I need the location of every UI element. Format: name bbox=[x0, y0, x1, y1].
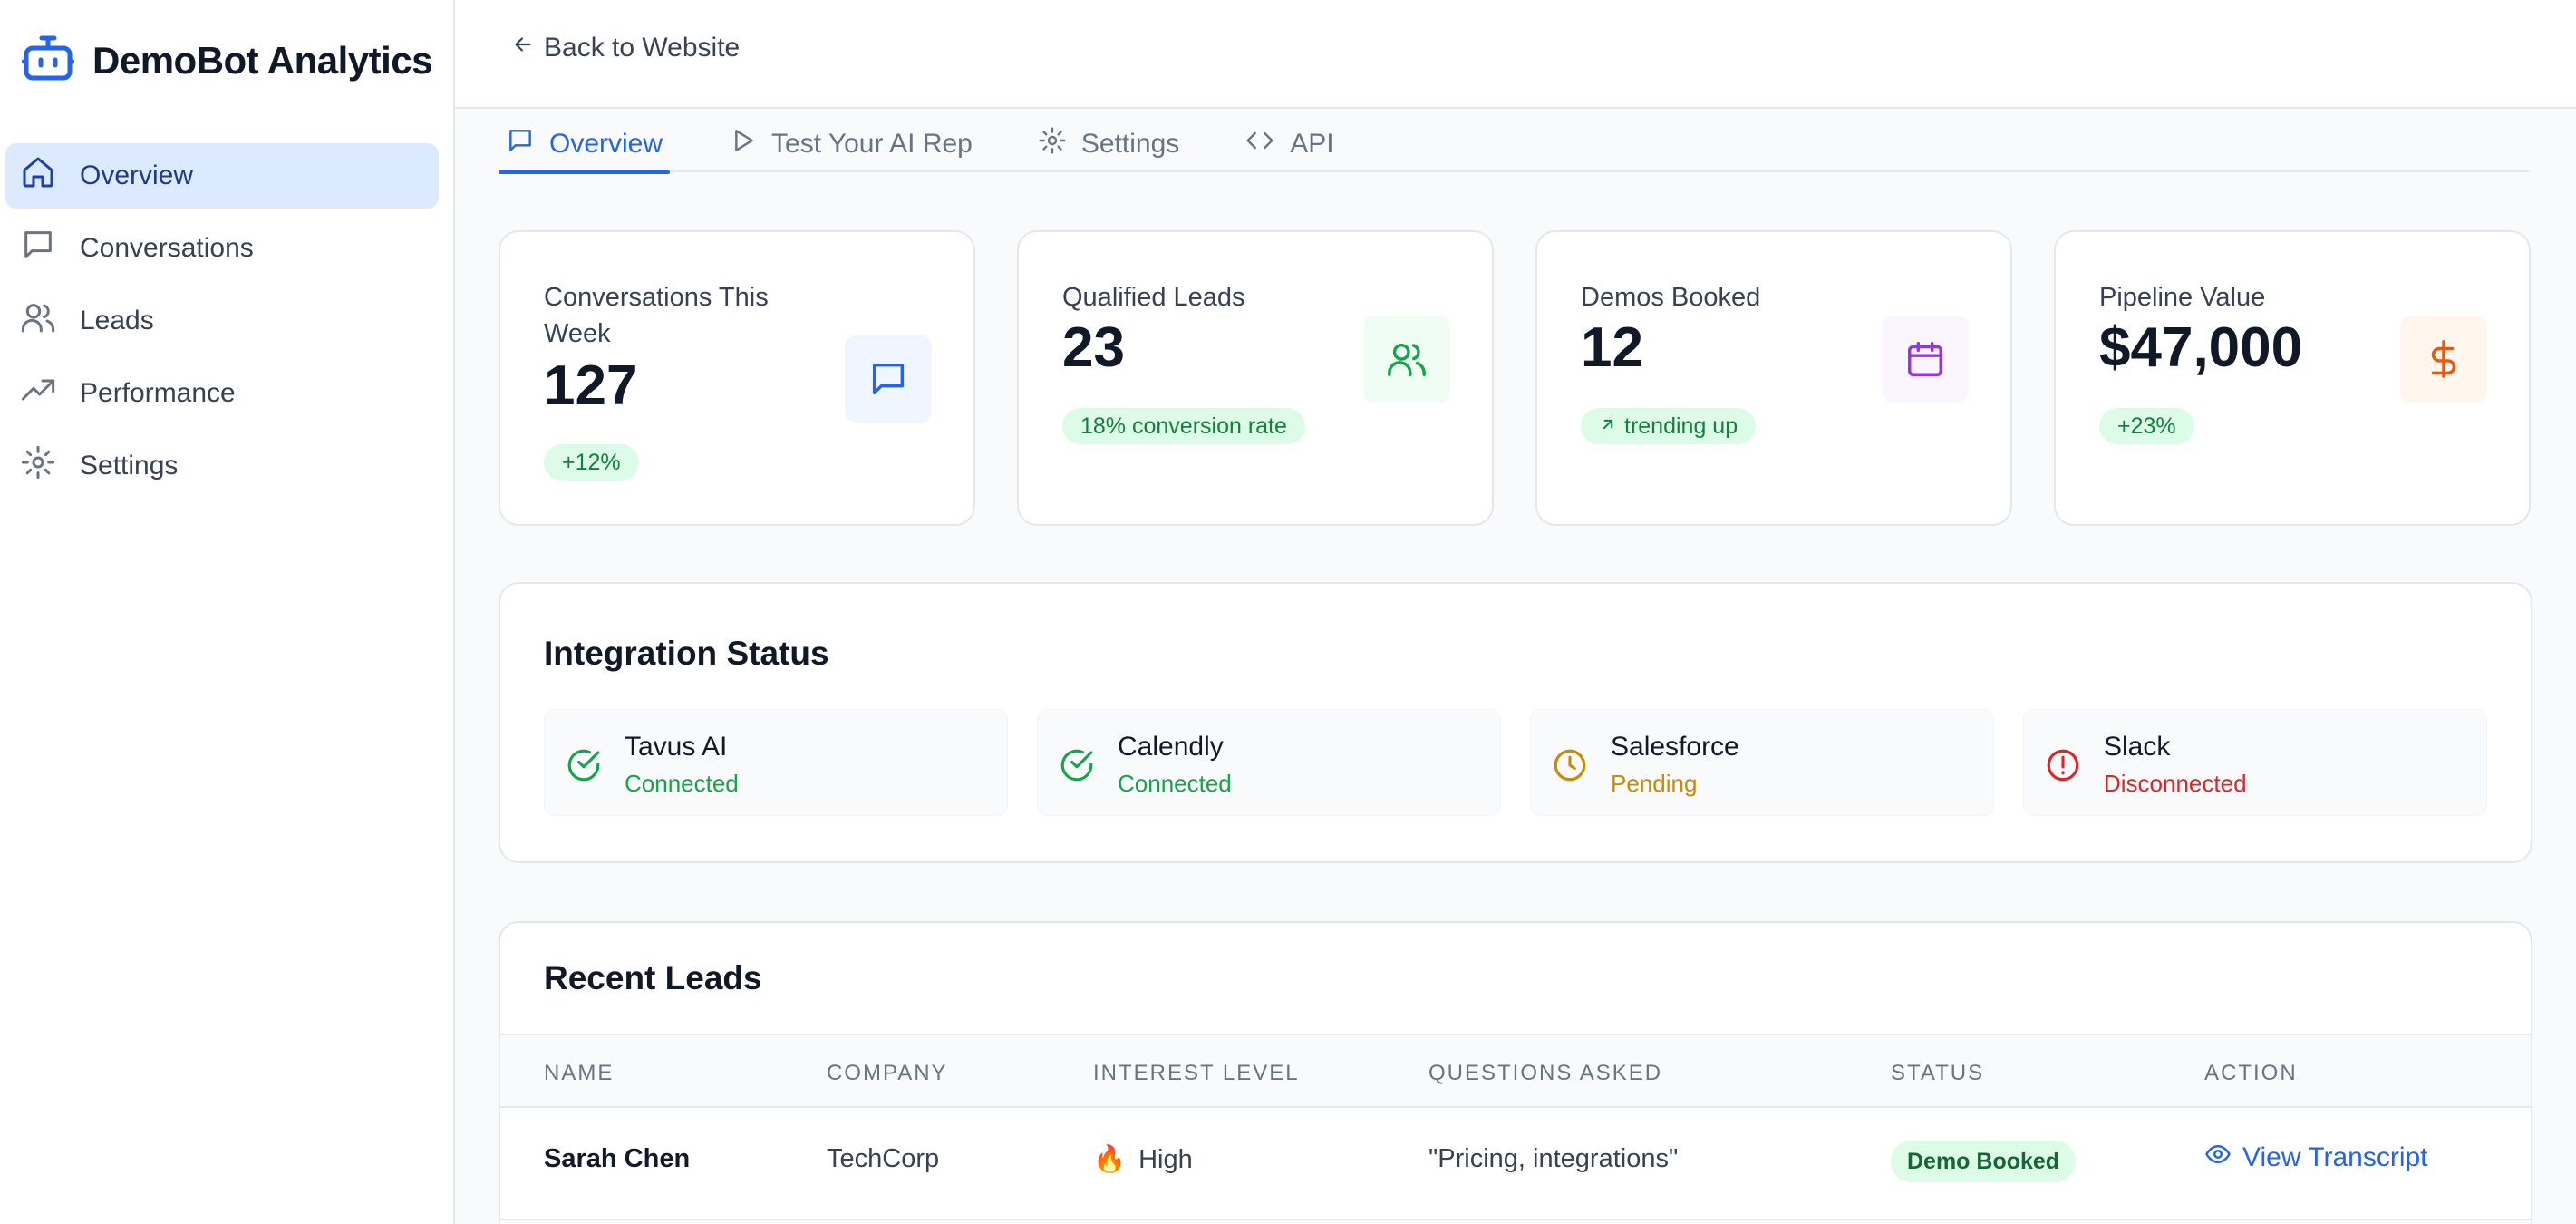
sidebar: DemoBot Analytics Overview Conversations… bbox=[0, 0, 455, 1224]
stat-badge: +12% bbox=[544, 444, 639, 481]
sidebar-item-label: Settings bbox=[80, 451, 179, 481]
integration-status: Pending bbox=[1611, 770, 1698, 797]
dollar-icon bbox=[2400, 316, 2487, 403]
column-header-questions: QUESTIONS ASKED bbox=[1428, 1061, 1663, 1085]
stat-label: Pipeline Value bbox=[2099, 283, 2266, 312]
table-row: Sarah Chen TechCorp 🔥 High "Pricing, int… bbox=[500, 1108, 2531, 1220]
clock-icon bbox=[1551, 746, 1589, 789]
alert-circle-icon bbox=[2044, 746, 2082, 789]
sidebar-nav: Overview Conversations Leads Performance… bbox=[5, 143, 439, 506]
fire-icon: 🔥 bbox=[1093, 1145, 1127, 1174]
tab-label: Overview bbox=[549, 129, 663, 159]
sidebar-item-performance[interactable]: Performance bbox=[5, 361, 439, 426]
tab-label: Settings bbox=[1080, 129, 1180, 159]
stat-label: Demos Booked bbox=[1581, 283, 1761, 312]
sidebar-item-conversations[interactable]: Conversations bbox=[5, 216, 439, 281]
main-content: Back to Website Overview Test Your AI Re… bbox=[455, 0, 2576, 1224]
integration-calendly[interactable]: Calendly Connected bbox=[1037, 709, 1501, 816]
panel-title: Recent Leads bbox=[544, 959, 762, 996]
stat-card-pipeline-value: Pipeline Value $47,000 +23% bbox=[2054, 230, 2531, 526]
arrow-up-right-icon bbox=[1599, 413, 1617, 440]
back-to-website-link[interactable]: Back to Website bbox=[511, 33, 740, 63]
sidebar-item-leads[interactable]: Leads bbox=[5, 288, 439, 354]
sidebar-item-label: Leads bbox=[80, 306, 154, 335]
integration-status-panel: Integration Status Tavus AI Connected Ca… bbox=[499, 582, 2532, 863]
stat-badge: trending up bbox=[1581, 408, 1757, 444]
integration-name: Salesforce bbox=[1611, 732, 1739, 762]
message-icon bbox=[845, 335, 932, 423]
gear-icon bbox=[20, 444, 56, 488]
gear-icon bbox=[1038, 126, 1067, 162]
action-label: View Transcript bbox=[2242, 1142, 2428, 1172]
stat-value: 23 bbox=[1062, 316, 1125, 379]
stat-label: Conversations This Week bbox=[544, 283, 769, 348]
play-icon bbox=[728, 126, 757, 162]
tab-settings[interactable]: Settings bbox=[1031, 116, 1186, 172]
lead-company: TechCorp bbox=[827, 1144, 940, 1173]
eye-icon bbox=[2204, 1141, 2232, 1175]
integration-status: Connected bbox=[625, 770, 739, 797]
stat-card-demos-booked: Demos Booked 12 trending up bbox=[1535, 230, 2012, 526]
integration-status: Disconnected bbox=[2104, 770, 2247, 797]
view-transcript-link[interactable]: View Transcript bbox=[2204, 1141, 2428, 1175]
lead-questions: "Pricing, integrations" bbox=[1428, 1144, 1679, 1173]
tab-label: API bbox=[1290, 129, 1334, 159]
stats-cards: Conversations This Week 127 +12% Qualifi… bbox=[499, 230, 2532, 526]
lead-name: Sarah Chen bbox=[544, 1144, 691, 1173]
column-header-action: ACTION bbox=[2204, 1061, 2298, 1085]
tab-bar: Overview Test Your AI Rep Settings API bbox=[499, 116, 2529, 174]
app-title: DemoBot Analytics bbox=[92, 38, 433, 82]
column-header-company: COMPANY bbox=[827, 1061, 948, 1085]
tab-api[interactable]: API bbox=[1237, 116, 1341, 172]
lead-interest: 🔥 High bbox=[1093, 1144, 1193, 1175]
sidebar-item-label: Overview bbox=[80, 160, 194, 190]
top-bar: Back to Website bbox=[455, 0, 2576, 109]
arrow-left-icon bbox=[511, 33, 535, 63]
stat-value: 127 bbox=[544, 355, 638, 417]
integration-name: Tavus AI bbox=[625, 732, 728, 762]
code-icon bbox=[1244, 126, 1275, 162]
column-header-status: STATUS bbox=[1891, 1061, 1985, 1085]
stat-label: Qualified Leads bbox=[1062, 283, 1245, 312]
recent-leads-panel: Recent Leads NAME COMPANY INTEREST LEVEL… bbox=[499, 921, 2532, 1224]
stat-badge: +23% bbox=[2099, 408, 2194, 444]
integration-status: Connected bbox=[1118, 770, 1232, 797]
integration-slack[interactable]: Slack Disconnected bbox=[2023, 709, 2487, 816]
table-header: NAME COMPANY INTEREST LEVEL QUESTIONS AS… bbox=[500, 1034, 2531, 1108]
sidebar-item-label: Performance bbox=[80, 378, 236, 408]
sidebar-item-overview[interactable]: Overview bbox=[5, 143, 439, 209]
home-icon bbox=[20, 154, 56, 198]
users-icon bbox=[1363, 316, 1450, 403]
stat-card-qualified-leads: Qualified Leads 23 18% conversion rate bbox=[1017, 230, 1494, 526]
tab-test-ai-rep[interactable]: Test Your AI Rep bbox=[721, 116, 980, 172]
brand[interactable]: DemoBot Analytics bbox=[21, 34, 433, 86]
column-header-interest: INTEREST LEVEL bbox=[1093, 1061, 1300, 1085]
tab-overview[interactable]: Overview bbox=[499, 116, 671, 174]
sidebar-item-settings[interactable]: Settings bbox=[5, 433, 439, 499]
stat-badge: 18% conversion rate bbox=[1062, 408, 1305, 444]
message-icon bbox=[506, 126, 535, 162]
stat-value: $47,000 bbox=[2099, 316, 2303, 379]
message-icon bbox=[20, 227, 56, 270]
users-icon bbox=[20, 299, 56, 343]
stat-card-conversations: Conversations This Week 127 +12% bbox=[499, 230, 975, 526]
interest-label: High bbox=[1138, 1144, 1193, 1174]
integration-tavus[interactable]: Tavus AI Connected bbox=[544, 709, 1008, 816]
sidebar-item-label: Conversations bbox=[80, 233, 254, 263]
check-circle-icon bbox=[1058, 746, 1096, 789]
integration-salesforce[interactable]: Salesforce Pending bbox=[1530, 709, 1994, 816]
integration-name: Calendly bbox=[1118, 732, 1224, 762]
column-header-name: NAME bbox=[544, 1061, 615, 1085]
trending-up-icon bbox=[20, 372, 56, 415]
bot-icon bbox=[21, 34, 75, 86]
check-circle-icon bbox=[565, 746, 603, 789]
status-badge: Demo Booked bbox=[1891, 1141, 2077, 1182]
back-label: Back to Website bbox=[544, 33, 741, 63]
tab-label: Test Your AI Rep bbox=[771, 129, 973, 159]
calendar-icon bbox=[1882, 316, 1969, 403]
integration-name: Slack bbox=[2104, 732, 2171, 762]
panel-title: Integration Status bbox=[544, 635, 829, 672]
stat-value: 12 bbox=[1581, 316, 1643, 379]
